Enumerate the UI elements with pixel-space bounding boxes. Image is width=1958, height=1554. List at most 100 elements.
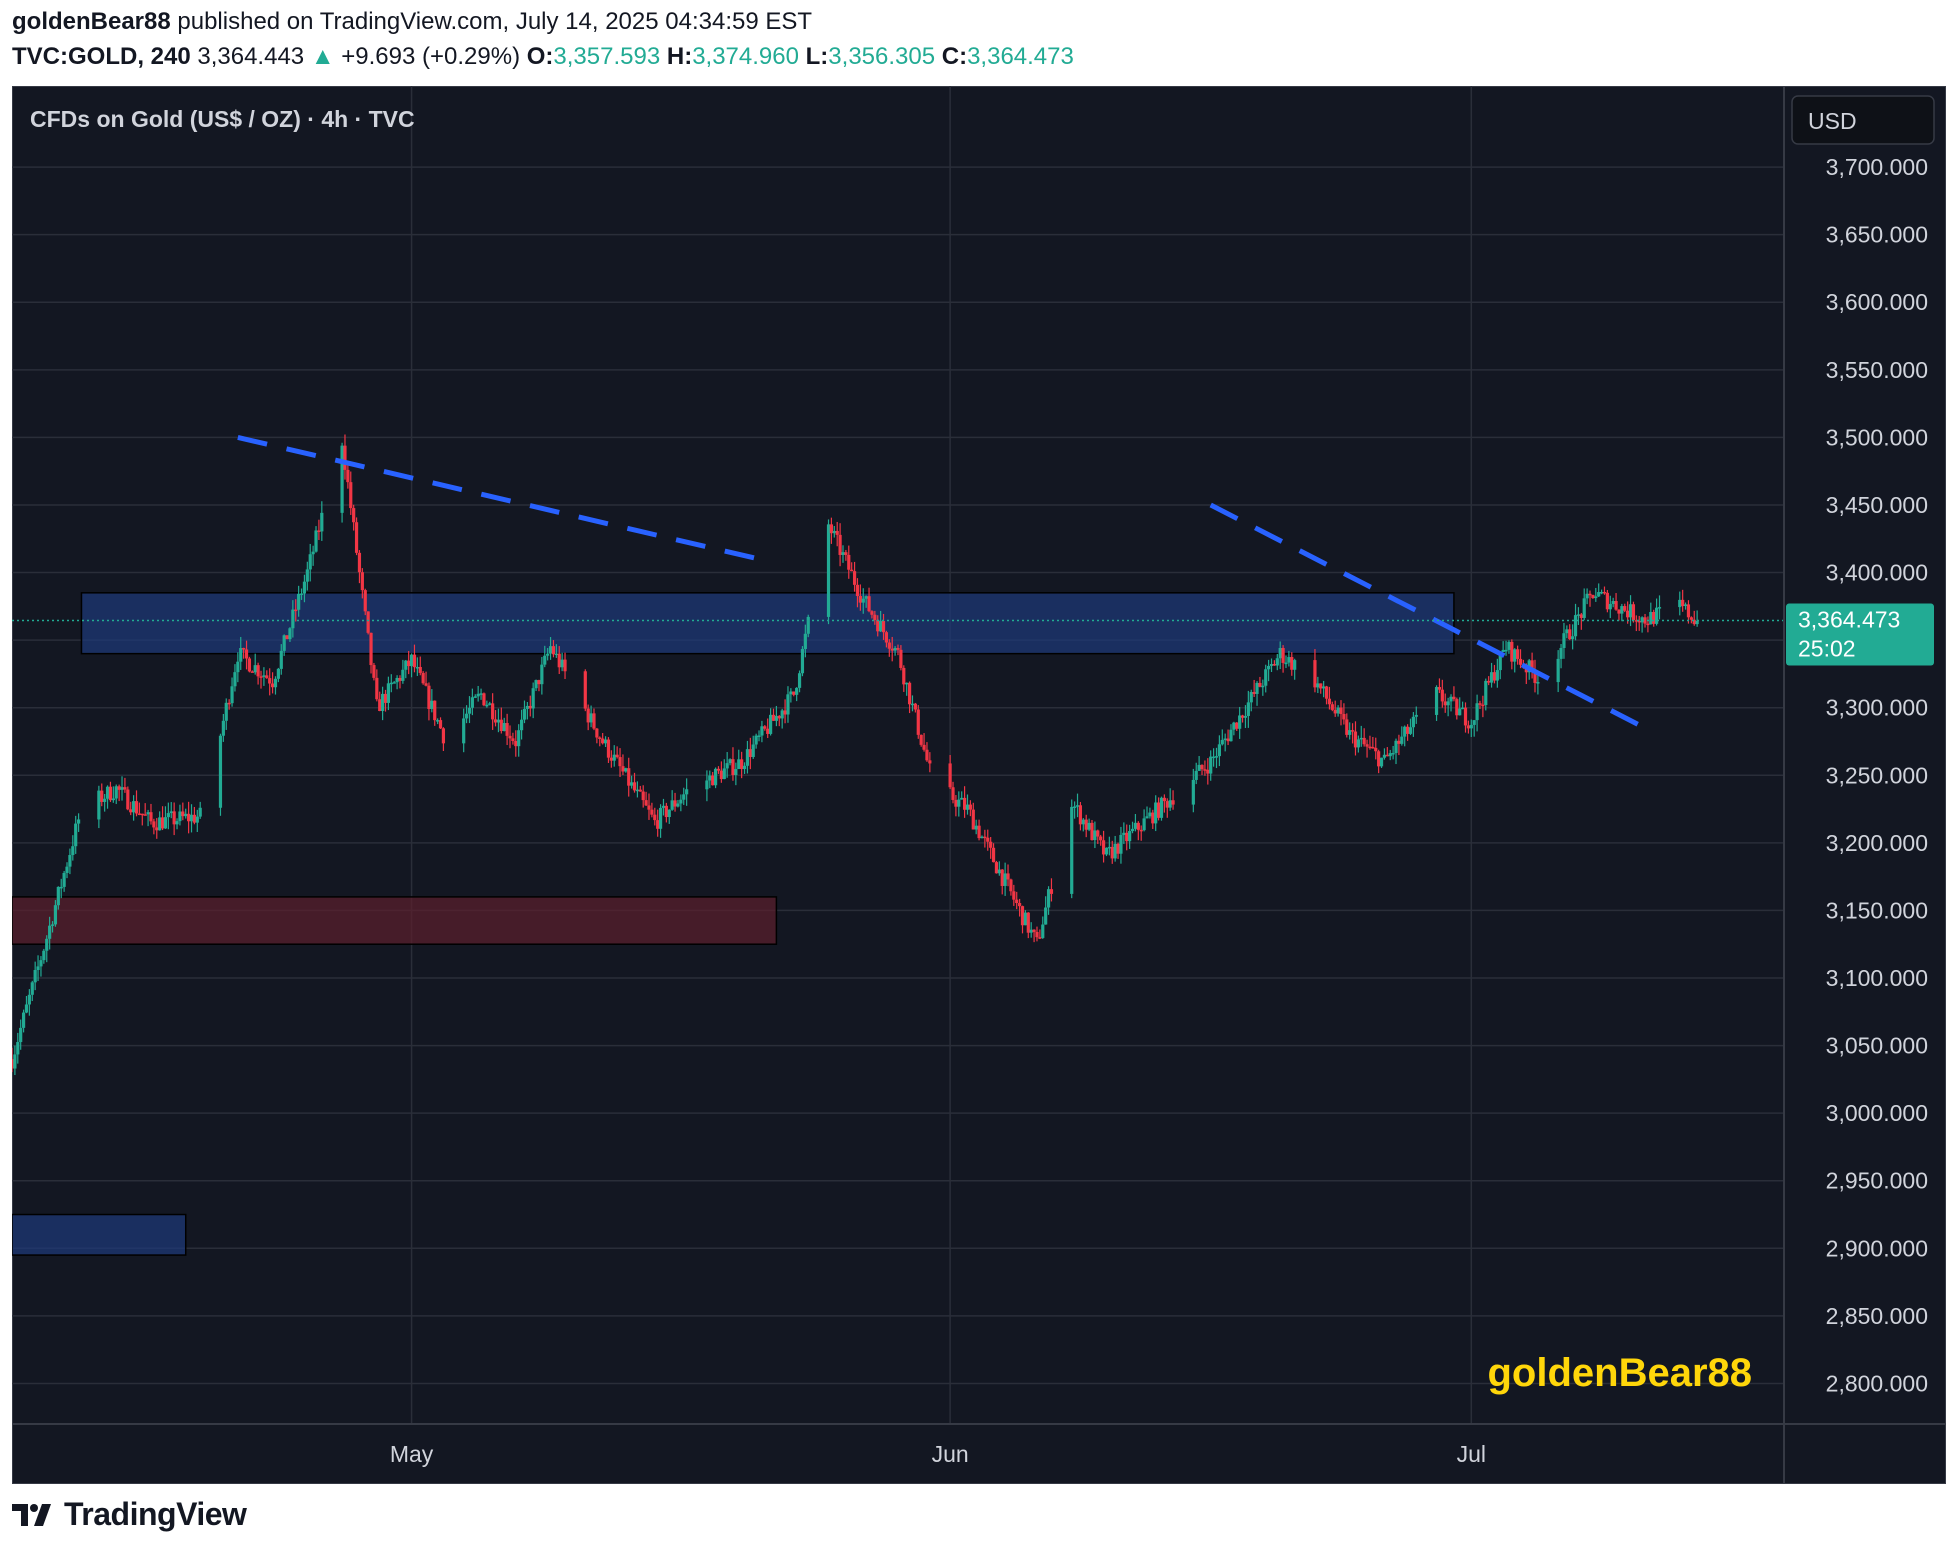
high-value: 3,374.960	[692, 43, 799, 70]
open-label: O:	[526, 43, 554, 70]
candle-body	[1405, 726, 1410, 734]
price-tick-label: 3,450.000	[1826, 492, 1928, 518]
candle-body	[1611, 601, 1615, 604]
candle-body	[1258, 682, 1262, 687]
candle-body	[421, 672, 425, 684]
ohlc-line: TVC:GOLD, 240 3,364.443 ▲ +9.693 (+0.29%…	[12, 43, 1074, 71]
candle-body	[1261, 685, 1265, 688]
currency-button[interactable]: USD	[1791, 95, 1935, 145]
candle-body	[418, 666, 422, 673]
candle-body	[1681, 599, 1685, 607]
candle-body	[1362, 737, 1366, 745]
candle-body	[242, 648, 246, 650]
candle-body	[1272, 664, 1277, 666]
candle-body	[16, 1042, 20, 1055]
candle-body	[36, 966, 40, 970]
candle-body	[1319, 683, 1323, 689]
author-name[interactable]: goldenBear88	[12, 8, 171, 35]
candle-body	[493, 719, 498, 723]
candle-body	[262, 675, 266, 677]
price-tick-label: 3,050.000	[1826, 1033, 1928, 1059]
symbol-label: TVC:GOLD, 240	[12, 43, 191, 70]
high-label: H:	[666, 43, 693, 70]
candle-body	[858, 596, 862, 603]
candle-body	[560, 659, 564, 668]
dashed-trendline[interactable]	[237, 434, 760, 562]
price-badge-bg	[1786, 603, 1934, 666]
candle-body	[1602, 591, 1607, 594]
candle-body	[181, 811, 185, 817]
candle-body	[74, 823, 78, 847]
candle-body	[236, 661, 240, 673]
candle-body	[838, 534, 842, 555]
candle-body	[711, 775, 715, 786]
candle-body	[134, 801, 139, 814]
candle-body	[1489, 672, 1494, 683]
candle-body	[1350, 730, 1355, 732]
candle-body	[850, 569, 854, 572]
candle-body	[1513, 649, 1517, 662]
candle-body	[1139, 829, 1143, 832]
candle-body	[401, 669, 405, 681]
candle-body	[378, 699, 382, 712]
candle-body	[1168, 800, 1172, 808]
candle-body	[1571, 636, 1575, 640]
candle-body	[1573, 615, 1578, 637]
candle-body	[1452, 696, 1456, 700]
candle-body	[852, 571, 857, 585]
candle-body	[977, 825, 981, 839]
candle-body	[1446, 701, 1450, 706]
candle-body	[53, 905, 58, 925]
candle-body	[1605, 592, 1609, 610]
candle-body	[1591, 594, 1595, 599]
candle-body	[1608, 603, 1612, 610]
candle-body	[302, 581, 307, 594]
trend-lines[interactable]	[237, 434, 1647, 731]
candle-body	[531, 688, 535, 709]
candle-body	[395, 677, 399, 683]
candle-body	[407, 660, 411, 667]
candle-body	[907, 682, 912, 705]
candle-body	[13, 1054, 17, 1069]
candle-body	[1122, 832, 1126, 835]
candle-body	[1133, 822, 1138, 829]
time-axis[interactable]: May Jun Jul	[390, 1441, 1486, 1467]
candle-body	[1628, 604, 1633, 618]
chart-canvas[interactable]: 2,800.000 2,850.000 2,900.000 2,950.000 3,00…	[12, 86, 1946, 1484]
candle-body	[1478, 703, 1482, 705]
candle-body	[685, 789, 689, 795]
candle-body	[1235, 722, 1239, 729]
candle-body	[1240, 715, 1245, 718]
candle-body	[360, 572, 364, 591]
candle-body	[1637, 620, 1641, 623]
candle-body	[705, 780, 709, 790]
candle-body	[349, 482, 353, 509]
candle-body	[1264, 669, 1268, 686]
candle-body	[879, 620, 883, 632]
candle-body	[630, 782, 634, 786]
candle-body	[728, 759, 732, 764]
candle-body	[670, 800, 674, 810]
candle-body	[288, 628, 292, 640]
candle-body	[1692, 619, 1696, 625]
candle-body	[774, 715, 778, 721]
resistance-zone[interactable]	[80, 592, 1455, 655]
candle-body	[297, 593, 301, 610]
candle-body	[1046, 889, 1051, 908]
candle-body	[1507, 641, 1511, 650]
candle-body	[114, 786, 118, 799]
candle-body	[1689, 617, 1693, 620]
candle-body	[1400, 736, 1404, 744]
candle-body	[279, 650, 283, 669]
candle-body	[1313, 660, 1317, 688]
tradingview-logo[interactable]: TradingView	[12, 1496, 247, 1533]
support-zone[interactable]	[12, 896, 778, 945]
candle-body	[189, 814, 194, 822]
currency-label[interactable]: USD	[1808, 108, 1857, 134]
currency-button-bg[interactable]	[1791, 95, 1935, 145]
candle-body	[369, 632, 373, 666]
dashed-trendline[interactable]	[1209, 502, 1647, 731]
candle-body	[832, 530, 836, 534]
lower-zone[interactable]	[12, 1213, 187, 1256]
drawn-zones[interactable]	[12, 592, 1455, 1256]
